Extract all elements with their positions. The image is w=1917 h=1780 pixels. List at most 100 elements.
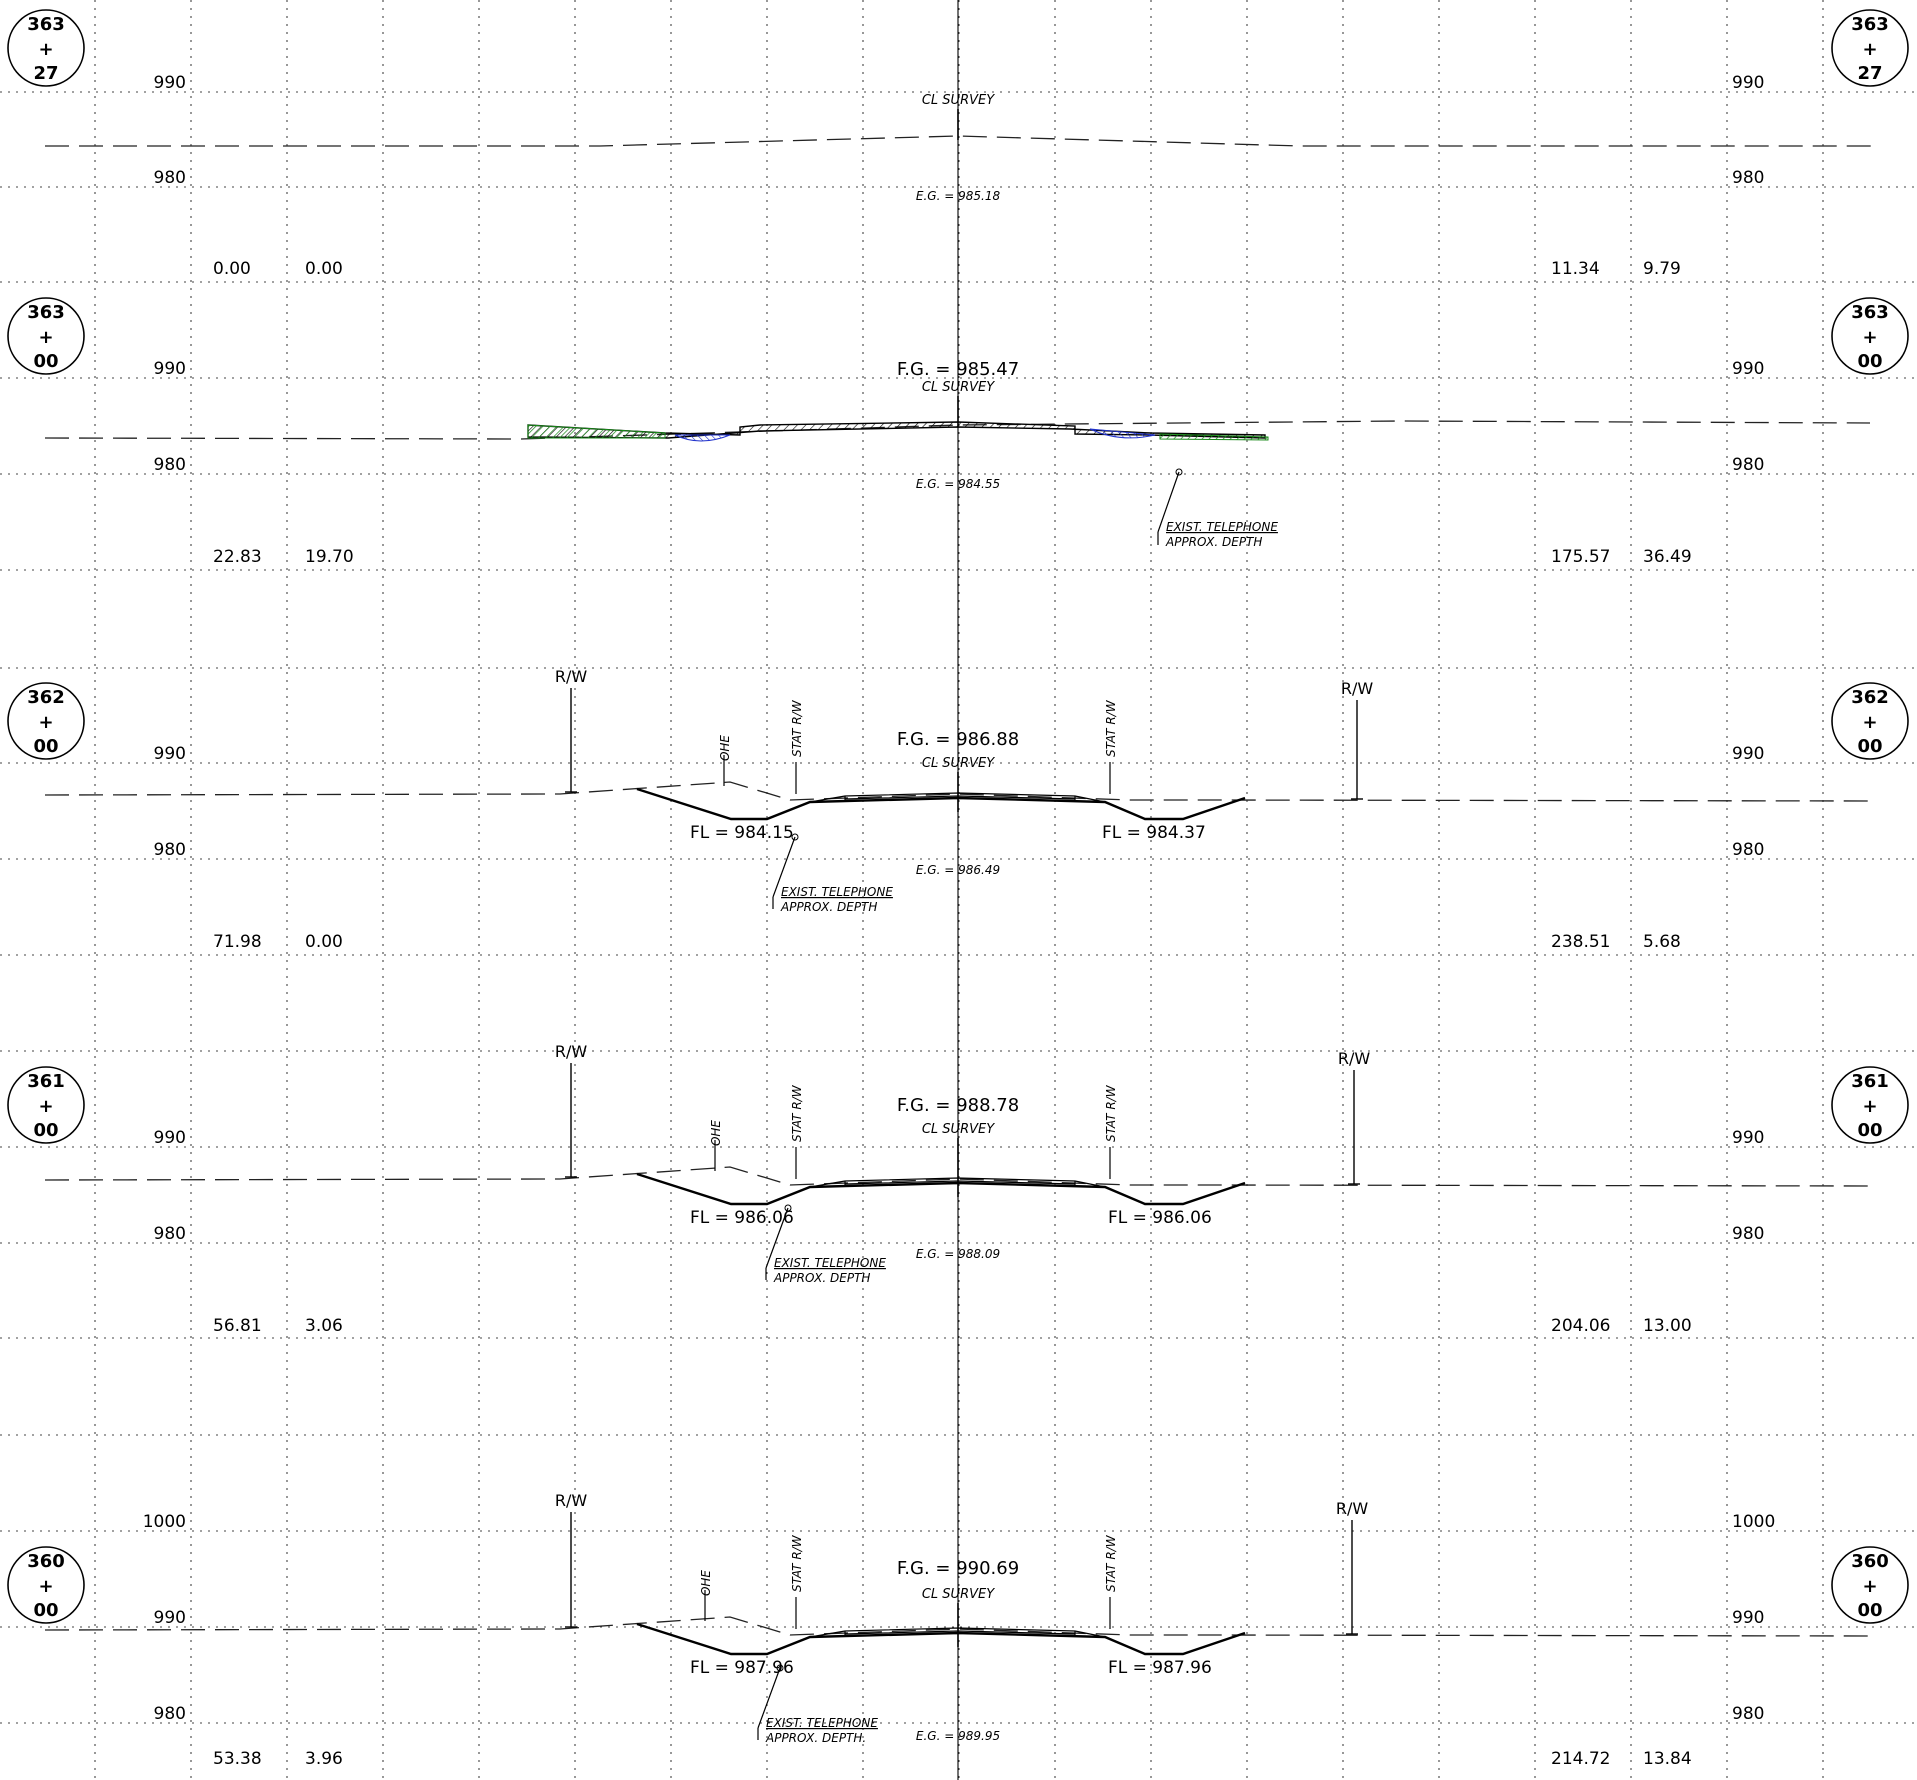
- ohe-label: OHE: [718, 735, 732, 761]
- ohe-label: OHE: [709, 1120, 723, 1146]
- telephone-label-line2: APPROX. DEPTH: [1165, 535, 1262, 549]
- elevation-label-lower-right: 980: [1732, 168, 1764, 188]
- station-offset: 00: [33, 351, 58, 372]
- area-right-a: 238.51: [1551, 932, 1610, 952]
- area-right-b: 9.79: [1643, 259, 1681, 279]
- stat-rw-label-left: STAT R/W: [790, 699, 804, 757]
- elevation-label-upper-left: 990: [154, 73, 186, 93]
- station-offset: 00: [1857, 1120, 1882, 1141]
- area-right-a: 175.57: [1551, 547, 1610, 567]
- elevation-label-top-right: 1000: [1732, 1512, 1775, 1532]
- station-offset: 27: [1857, 63, 1882, 84]
- station-circle: [7, 682, 85, 760]
- station-circle: [7, 1546, 85, 1624]
- pavement-top: [809, 792, 1106, 803]
- station-circle: [1831, 9, 1909, 87]
- area-left-b: 0.00: [305, 932, 343, 952]
- telephone-label-line2: APPROX. DEPTH: [780, 900, 877, 914]
- cl-survey-label: CL SURVEY: [922, 93, 995, 108]
- area-right-b: 13.00: [1643, 1316, 1692, 1336]
- stat-rw-label-right: STAT R/W: [1104, 1084, 1118, 1142]
- cross-section-363-00: 363 +00 363 +00 990 980 990 980 22.83 19.70 175.57…: [7, 297, 1909, 567]
- station-plus: +: [38, 39, 53, 60]
- telephone-point: [784, 1204, 792, 1212]
- rw-label-right: R/W: [1336, 1499, 1369, 1518]
- station-circle: [1831, 1546, 1909, 1624]
- station-offset: 00: [1857, 1600, 1882, 1621]
- fl-label-right: FL = 986.06: [1108, 1208, 1212, 1228]
- elevation-label-lower-left: 980: [154, 1704, 186, 1724]
- station-circle: [7, 297, 85, 375]
- telephone-label-line1: EXIST. TELEPHONE: [1166, 520, 1278, 534]
- fl-label-left: FL = 987.96: [690, 1658, 794, 1678]
- station-number: 363: [1851, 14, 1889, 35]
- design-template: [636, 1622, 1246, 1656]
- station-marker-left: 363 +27: [7, 9, 85, 87]
- telephone-point: [1175, 468, 1183, 476]
- elevation-label-top-left: 1000: [143, 1512, 186, 1532]
- station-marker-left: 360 +00: [7, 1546, 85, 1624]
- telephone-leader: [765, 1207, 789, 1269]
- eg-label: E.G. = 985.18: [916, 189, 1001, 203]
- fg-label: F.G. = 990.69: [897, 1558, 1019, 1579]
- fl-label-left: FL = 986.06: [690, 1208, 794, 1228]
- ohe-label: OHE: [699, 1570, 713, 1596]
- telephone-label-line1: EXIST. TELEPHONE: [766, 1716, 878, 1730]
- station-marker-right: 362 +00: [1831, 682, 1909, 760]
- cl-survey-label: CL SURVEY: [922, 756, 995, 771]
- elevation-label-lower-right: 980: [1732, 1704, 1764, 1724]
- station-plus: +: [1862, 1096, 1877, 1117]
- cross-section-360-00: 360 +00 360 +00 990 980 990 980 1000 1000 53.38 3.9…: [7, 1491, 1909, 1769]
- area-right-b: 5.68: [1643, 932, 1681, 952]
- station-marker-right: 361 +00: [1831, 1066, 1909, 1144]
- station-offset: 00: [33, 1600, 58, 1621]
- telephone-leader: [757, 1667, 781, 1729]
- station-plus: +: [1862, 327, 1877, 348]
- area-right-a: 204.06: [1551, 1316, 1610, 1336]
- rw-label-left: R/W: [555, 1042, 588, 1061]
- fl-label-left: FL = 984.15: [690, 823, 794, 843]
- pavement-layers: [844, 1630, 1076, 1637]
- station-offset: 00: [1857, 351, 1882, 372]
- station-offset: 00: [33, 1120, 58, 1141]
- elevation-label-upper-right: 990: [1732, 359, 1764, 379]
- pavement-layers: [844, 1180, 1076, 1187]
- telephone-label-line1: EXIST. TELEPHONE: [774, 1256, 886, 1270]
- cross-section-361-00: 361 +00 361 +00 990 980 990 980 56.81 3.06 204.06 1…: [7, 1042, 1909, 1336]
- eg-label: E.G. = 986.49: [916, 863, 1000, 877]
- station-plus: +: [38, 327, 53, 348]
- elevation-label-lower-right: 980: [1732, 840, 1764, 860]
- elevation-label-lower-left: 980: [154, 1224, 186, 1244]
- fill-area-right: [1159, 433, 1269, 441]
- cl-survey-label: CL SURVEY: [922, 1587, 995, 1602]
- telephone-label-line2: APPROX. DEPTH: [773, 1271, 870, 1285]
- stat-rw-label-right: STAT R/W: [1104, 1534, 1118, 1592]
- fg-label: F.G. = 986.88: [897, 729, 1019, 750]
- stat-rw-label-right: STAT R/W: [1104, 699, 1118, 757]
- station-plus: +: [1862, 39, 1877, 60]
- area-left-b: 3.06: [305, 1316, 343, 1336]
- existing-ground-line: [44, 781, 1871, 802]
- station-marker-left: 362 +00: [7, 682, 85, 760]
- station-marker-left: 363 +00: [7, 297, 85, 375]
- station-circle: [7, 9, 85, 87]
- fl-label-right: FL = 987.96: [1108, 1658, 1212, 1678]
- elevation-label-upper-right: 990: [1732, 1608, 1764, 1628]
- station-circle: [1831, 1066, 1909, 1144]
- telephone-leader: [772, 836, 796, 898]
- area-left-a: 0.00: [213, 259, 251, 279]
- design-template: [636, 1172, 1246, 1206]
- area-right-b: 36.49: [1643, 547, 1692, 567]
- elevation-label-lower-right: 980: [1732, 455, 1764, 475]
- cl-survey-label: CL SURVEY: [922, 380, 995, 395]
- station-circle: [1831, 297, 1909, 375]
- pavement-top: [809, 1627, 1106, 1638]
- pavement-layers: [844, 795, 1076, 802]
- eg-label: E.G. = 984.55: [916, 477, 1000, 491]
- cut-area-left: [674, 434, 731, 442]
- station-offset: 00: [1857, 736, 1882, 757]
- station-marker-right: 363 +00: [1831, 297, 1909, 375]
- design-template: [636, 787, 1246, 821]
